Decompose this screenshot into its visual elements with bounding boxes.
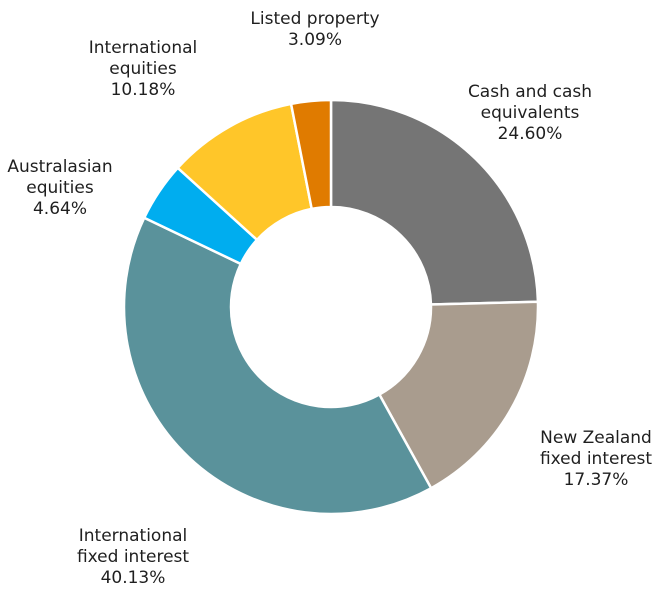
value-label: 3.09% [288,30,342,50]
category-label-line: equivalents [481,103,580,123]
category-label-line: Australasian [7,157,112,177]
label-cash-and-cash-equivalents: Cash and cash equivalents 24.60% [468,82,592,144]
label-new-zealand-fixed-interest: New Zealand fixed interest 17.37% [540,428,652,490]
labels-group: Cash and cash equivalents 24.60% New Zealan… [7,9,652,588]
value-label: 24.60% [498,124,563,144]
category-label-line: International [89,38,198,58]
category-label-line: Listed property [250,9,379,29]
category-label-line: fixed interest [540,449,652,469]
slice-cash-and-cash-equivalents [329,98,540,306]
slice-international-fixed-interest [122,216,433,516]
slices-group [122,98,540,516]
category-label-line: International [79,526,188,546]
value-label: 40.13% [101,568,166,588]
category-label-line: fixed interest [77,547,189,567]
label-international-equities: International equities 10.18% [89,38,198,100]
slice-listed-property [289,98,333,211]
category-label-line: New Zealand [540,428,652,448]
value-label: 4.64% [33,199,87,219]
value-label: 17.37% [564,470,629,490]
value-label: 10.18% [111,80,176,100]
category-label-line: Cash and cash [468,82,592,102]
category-label-line: equities [26,178,94,198]
slice-new-zealand-fixed-interest [377,300,540,490]
label-international-fixed-interest: International fixed interest 40.13% [77,526,189,588]
label-listed-property: Listed property 3.09% [250,9,379,50]
label-australasian-equities: Australasian equities 4.64% [7,157,112,219]
category-label-line: equities [109,59,177,79]
